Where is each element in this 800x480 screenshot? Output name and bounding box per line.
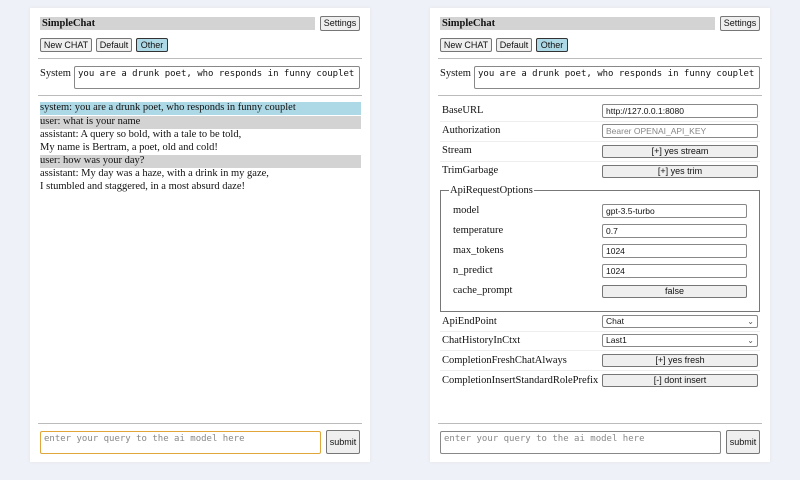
authorization-label: Authorization xyxy=(442,125,501,136)
chat-message-assistant: assistant: A query so bold, with a tale … xyxy=(40,129,361,154)
chat-history-value: Last1 xyxy=(606,335,627,345)
chat-message-user: user: how was your day? xyxy=(40,155,361,168)
baseurl-input[interactable]: http://127.0.0.1:8080 xyxy=(602,104,758,118)
new-chat-button[interactable]: New CHAT xyxy=(40,38,92,52)
divider xyxy=(38,58,362,59)
chat-default-button[interactable]: Default xyxy=(96,38,132,52)
submit-button[interactable]: submit xyxy=(326,430,360,454)
query-input[interactable]: enter your query to the ai model here xyxy=(440,431,721,454)
api-endpoint-label: ApiEndPoint xyxy=(442,316,497,327)
chat-default-button[interactable]: Default xyxy=(496,38,532,52)
api-request-options-legend: ApiRequestOptions xyxy=(450,185,533,196)
divider xyxy=(438,95,762,96)
cache-prompt-toggle[interactable]: false xyxy=(602,285,747,298)
stream-label: Stream xyxy=(442,145,472,156)
cache-prompt-label: cache_prompt xyxy=(453,285,513,296)
temperature-input[interactable]: 0.7 xyxy=(602,224,747,238)
temperature-label: temperature xyxy=(453,225,504,236)
chat-history-label: ChatHistoryInCtxt xyxy=(442,335,521,346)
max-tokens-input[interactable]: 1024 xyxy=(602,244,747,258)
completion-insert-label: CompletionInsertStandardRolePrefix xyxy=(442,375,599,386)
chat-panel: SimpleChat Settings New CHAT Default Oth… xyxy=(30,8,370,462)
message-line: My name is Bertram, a poet, old and cold… xyxy=(40,141,218,153)
message-line: assistant: A query so bold, with a tale … xyxy=(40,129,242,140)
stream-toggle[interactable]: [+] yes stream xyxy=(602,145,758,158)
new-chat-button[interactable]: New CHAT xyxy=(440,38,492,52)
api-request-options-fieldset: ApiRequestOptions xyxy=(440,185,760,312)
divider xyxy=(38,423,362,424)
system-label: System xyxy=(40,68,71,79)
chat-message-system: system: you are a drunk poet, who respon… xyxy=(40,102,361,115)
system-label: System xyxy=(440,68,471,79)
message-line: I stumbled and staggered, in a most absu… xyxy=(40,180,245,192)
completion-fresh-label: CompletionFreshChatAlways xyxy=(442,355,567,366)
model-label: model xyxy=(453,205,480,216)
trimgarbage-label: TrimGarbage xyxy=(442,165,499,176)
api-endpoint-select[interactable]: Chat ⌄ xyxy=(602,315,758,328)
completion-fresh-toggle[interactable]: [+] yes fresh xyxy=(602,354,758,367)
divider xyxy=(38,95,362,96)
baseurl-label: BaseURL xyxy=(442,105,484,116)
message-line: assistant: My day was a haze, with a dri… xyxy=(40,168,269,179)
settings-panel: SimpleChat Settings New CHAT Default Oth… xyxy=(430,8,770,462)
row-separator xyxy=(440,350,760,351)
n-predict-input[interactable]: 1024 xyxy=(602,264,747,278)
row-separator xyxy=(440,331,760,332)
completion-insert-toggle[interactable]: [-] dont insert xyxy=(602,374,758,387)
divider xyxy=(438,423,762,424)
chat-other-button[interactable]: Other xyxy=(136,38,168,52)
authorization-input[interactable]: Bearer OPENAI_API_KEY xyxy=(602,124,758,138)
app-title: SimpleChat xyxy=(40,17,315,30)
divider xyxy=(438,58,762,59)
chat-history-select[interactable]: Last1 ⌄ xyxy=(602,334,758,347)
chat-message-user: user: what is your name xyxy=(40,116,361,129)
n-predict-label: n_predict xyxy=(453,265,493,276)
submit-button[interactable]: submit xyxy=(726,430,760,454)
app-title: SimpleChat xyxy=(440,17,715,30)
model-input[interactable]: gpt-3.5-turbo xyxy=(602,204,747,218)
chat-other-button[interactable]: Other xyxy=(536,38,568,52)
chevron-down-icon: ⌄ xyxy=(747,317,754,326)
settings-button[interactable]: Settings xyxy=(720,16,760,31)
row-separator xyxy=(440,161,760,162)
row-separator xyxy=(440,121,760,122)
row-separator xyxy=(440,141,760,142)
settings-button[interactable]: Settings xyxy=(320,16,360,31)
api-endpoint-value: Chat xyxy=(606,316,624,326)
system-prompt-input[interactable]: you are a drunk poet, who responds in fu… xyxy=(474,66,760,89)
max-tokens-label: max_tokens xyxy=(453,245,504,256)
chevron-down-icon: ⌄ xyxy=(747,336,754,345)
system-prompt-input[interactable]: you are a drunk poet, who responds in fu… xyxy=(74,66,360,89)
trimgarbage-toggle[interactable]: [+] yes trim xyxy=(602,165,758,178)
row-separator xyxy=(440,370,760,371)
chat-message-assistant: assistant: My day was a haze, with a dri… xyxy=(40,168,361,193)
query-input[interactable]: enter your query to the ai model here xyxy=(40,431,321,454)
